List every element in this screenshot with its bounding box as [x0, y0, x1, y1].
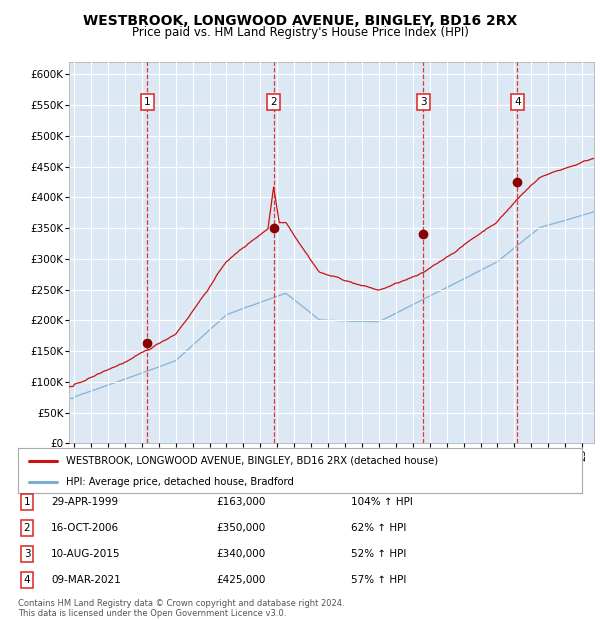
Text: 1: 1: [144, 97, 151, 107]
Text: Price paid vs. HM Land Registry's House Price Index (HPI): Price paid vs. HM Land Registry's House …: [131, 26, 469, 39]
Text: 104% ↑ HPI: 104% ↑ HPI: [351, 497, 413, 507]
Text: 2: 2: [23, 523, 31, 533]
Text: 29-APR-1999: 29-APR-1999: [51, 497, 118, 507]
Text: 16-OCT-2006: 16-OCT-2006: [51, 523, 119, 533]
Text: £425,000: £425,000: [216, 575, 265, 585]
Text: HPI: Average price, detached house, Bradford: HPI: Average price, detached house, Brad…: [66, 477, 294, 487]
Text: 2: 2: [271, 97, 277, 107]
Text: 4: 4: [514, 97, 521, 107]
Text: Contains HM Land Registry data © Crown copyright and database right 2024.
This d: Contains HM Land Registry data © Crown c…: [18, 599, 344, 618]
Text: £163,000: £163,000: [216, 497, 265, 507]
Text: 57% ↑ HPI: 57% ↑ HPI: [351, 575, 406, 585]
Text: 10-AUG-2015: 10-AUG-2015: [51, 549, 121, 559]
Text: 3: 3: [23, 549, 31, 559]
Text: 52% ↑ HPI: 52% ↑ HPI: [351, 549, 406, 559]
Text: £340,000: £340,000: [216, 549, 265, 559]
Text: 4: 4: [23, 575, 31, 585]
Text: £350,000: £350,000: [216, 523, 265, 533]
Text: WESTBROOK, LONGWOOD AVENUE, BINGLEY, BD16 2RX: WESTBROOK, LONGWOOD AVENUE, BINGLEY, BD1…: [83, 14, 517, 28]
Text: 3: 3: [420, 97, 427, 107]
Text: 62% ↑ HPI: 62% ↑ HPI: [351, 523, 406, 533]
Text: 1: 1: [23, 497, 31, 507]
Text: 09-MAR-2021: 09-MAR-2021: [51, 575, 121, 585]
Text: WESTBROOK, LONGWOOD AVENUE, BINGLEY, BD16 2RX (detached house): WESTBROOK, LONGWOOD AVENUE, BINGLEY, BD1…: [66, 456, 438, 466]
